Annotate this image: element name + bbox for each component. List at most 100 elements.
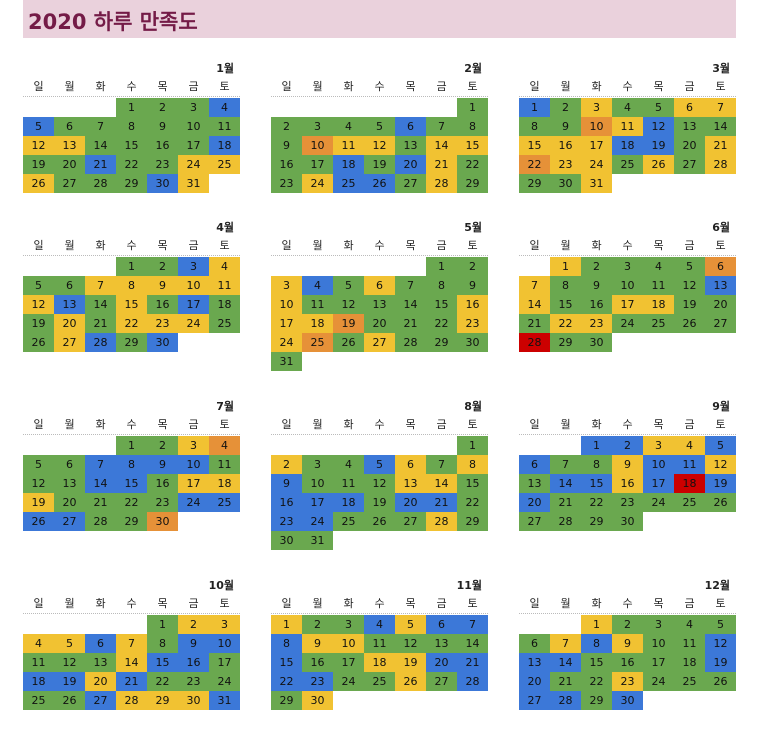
day-cell[interactable]: 19: [705, 653, 736, 672]
day-cell[interactable]: 19: [23, 155, 54, 174]
day-cell[interactable]: 18: [364, 653, 395, 672]
day-cell[interactable]: 22: [116, 493, 147, 512]
day-cell[interactable]: 24: [333, 672, 364, 691]
day-cell[interactable]: 17: [333, 653, 364, 672]
day-cell[interactable]: 20: [54, 155, 85, 174]
day-cell[interactable]: 10: [178, 455, 209, 474]
day-cell[interactable]: 26: [364, 512, 395, 531]
day-cell[interactable]: 1: [116, 98, 147, 117]
day-cell[interactable]: 25: [364, 672, 395, 691]
day-cell[interactable]: 13: [54, 136, 85, 155]
day-cell[interactable]: 27: [395, 174, 426, 193]
day-cell[interactable]: 16: [612, 474, 643, 493]
day-cell[interactable]: 25: [643, 314, 674, 333]
day-cell[interactable]: 1: [519, 98, 550, 117]
day-cell[interactable]: 3: [178, 98, 209, 117]
day-cell[interactable]: 3: [178, 436, 209, 455]
day-cell[interactable]: 7: [85, 276, 116, 295]
day-cell[interactable]: 7: [705, 98, 736, 117]
day-cell[interactable]: 7: [550, 634, 581, 653]
day-cell[interactable]: 6: [54, 276, 85, 295]
day-cell[interactable]: 16: [178, 653, 209, 672]
day-cell[interactable]: 26: [705, 493, 736, 512]
day-cell[interactable]: 9: [147, 117, 178, 136]
day-cell[interactable]: 19: [333, 314, 364, 333]
day-cell[interactable]: 31: [209, 691, 240, 710]
day-cell[interactable]: 17: [643, 653, 674, 672]
day-cell[interactable]: 29: [457, 512, 488, 531]
day-cell[interactable]: 30: [147, 333, 178, 352]
day-cell[interactable]: 6: [519, 634, 550, 653]
day-cell[interactable]: 21: [116, 672, 147, 691]
day-cell[interactable]: 21: [550, 672, 581, 691]
day-cell[interactable]: 22: [426, 314, 457, 333]
day-cell[interactable]: 16: [581, 295, 612, 314]
day-cell[interactable]: 3: [643, 615, 674, 634]
day-cell[interactable]: 23: [147, 493, 178, 512]
day-cell[interactable]: 15: [116, 295, 147, 314]
day-cell[interactable]: 31: [271, 352, 302, 371]
day-cell[interactable]: 29: [581, 691, 612, 710]
day-cell[interactable]: 3: [302, 117, 333, 136]
day-cell[interactable]: 25: [674, 493, 705, 512]
day-cell[interactable]: 19: [23, 493, 54, 512]
day-cell[interactable]: 11: [209, 455, 240, 474]
day-cell[interactable]: 2: [550, 98, 581, 117]
day-cell[interactable]: 11: [333, 136, 364, 155]
day-cell[interactable]: 1: [116, 257, 147, 276]
day-cell[interactable]: 18: [209, 136, 240, 155]
day-cell[interactable]: 28: [395, 333, 426, 352]
day-cell[interactable]: 27: [54, 333, 85, 352]
day-cell[interactable]: 18: [674, 653, 705, 672]
day-cell[interactable]: 13: [674, 117, 705, 136]
day-cell[interactable]: 21: [85, 155, 116, 174]
day-cell[interactable]: 19: [364, 493, 395, 512]
day-cell[interactable]: 24: [643, 493, 674, 512]
day-cell[interactable]: 10: [178, 117, 209, 136]
day-cell[interactable]: 25: [302, 333, 333, 352]
day-cell[interactable]: 8: [519, 117, 550, 136]
day-cell[interactable]: 1: [550, 257, 581, 276]
day-cell[interactable]: 30: [612, 512, 643, 531]
day-cell[interactable]: 20: [519, 672, 550, 691]
day-cell[interactable]: 28: [116, 691, 147, 710]
day-cell[interactable]: 8: [271, 634, 302, 653]
day-cell[interactable]: 8: [581, 634, 612, 653]
day-cell[interactable]: 5: [23, 117, 54, 136]
day-cell[interactable]: 10: [643, 634, 674, 653]
day-cell[interactable]: 7: [85, 455, 116, 474]
day-cell[interactable]: 9: [302, 634, 333, 653]
day-cell[interactable]: 2: [271, 117, 302, 136]
day-cell[interactable]: 12: [23, 136, 54, 155]
day-cell[interactable]: 13: [54, 474, 85, 493]
day-cell[interactable]: 18: [674, 474, 705, 493]
day-cell[interactable]: 26: [364, 174, 395, 193]
day-cell[interactable]: 19: [23, 314, 54, 333]
day-cell[interactable]: 11: [302, 295, 333, 314]
day-cell[interactable]: 27: [519, 691, 550, 710]
day-cell[interactable]: 3: [333, 615, 364, 634]
day-cell[interactable]: 18: [302, 314, 333, 333]
day-cell[interactable]: 27: [674, 155, 705, 174]
day-cell[interactable]: 12: [674, 276, 705, 295]
day-cell[interactable]: 25: [333, 174, 364, 193]
day-cell[interactable]: 23: [457, 314, 488, 333]
day-cell[interactable]: 8: [116, 455, 147, 474]
day-cell[interactable]: 30: [147, 174, 178, 193]
day-cell[interactable]: 1: [457, 98, 488, 117]
day-cell[interactable]: 14: [85, 295, 116, 314]
day-cell[interactable]: 13: [364, 295, 395, 314]
day-cell[interactable]: 14: [395, 295, 426, 314]
day-cell[interactable]: 9: [612, 634, 643, 653]
day-cell[interactable]: 26: [23, 333, 54, 352]
day-cell[interactable]: 26: [23, 512, 54, 531]
day-cell[interactable]: 10: [333, 634, 364, 653]
day-cell[interactable]: 20: [705, 295, 736, 314]
day-cell[interactable]: 5: [643, 98, 674, 117]
day-cell[interactable]: 14: [426, 474, 457, 493]
day-cell[interactable]: 13: [519, 653, 550, 672]
day-cell[interactable]: 20: [519, 493, 550, 512]
day-cell[interactable]: 23: [550, 155, 581, 174]
day-cell[interactable]: 2: [147, 436, 178, 455]
day-cell[interactable]: 21: [85, 493, 116, 512]
